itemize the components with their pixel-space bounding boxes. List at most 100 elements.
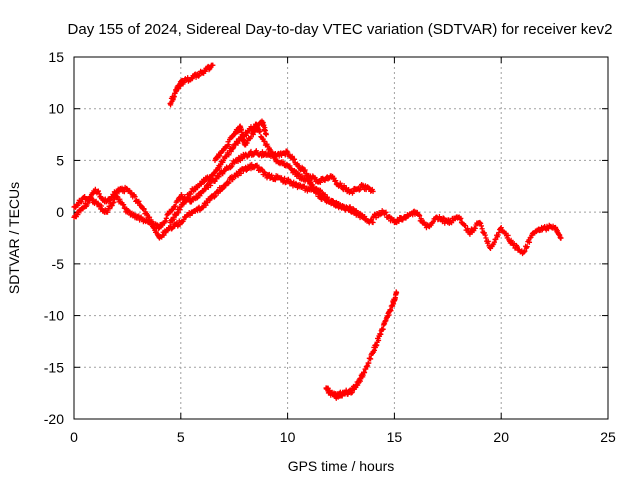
- data-point: [299, 173, 305, 179]
- data-point: [495, 232, 501, 238]
- x-tick-label: 20: [493, 429, 509, 445]
- data-point: [366, 360, 372, 366]
- data-point: [375, 337, 382, 344]
- data-point: [354, 209, 360, 215]
- data-point: [357, 186, 363, 193]
- data-point: [418, 216, 424, 222]
- data-point: [75, 211, 81, 218]
- data-point: [194, 195, 200, 201]
- series-track-b: [71, 148, 376, 232]
- plot-frame: [73, 56, 609, 420]
- data-point: [526, 239, 533, 245]
- data-point: [148, 220, 154, 226]
- data-point: [229, 163, 235, 169]
- y-tick-label: 0: [56, 204, 64, 220]
- x-tick-label: 0: [70, 429, 78, 445]
- x-tick-label: 25: [600, 429, 616, 445]
- data-point: [383, 209, 389, 215]
- data-point: [416, 213, 423, 219]
- data-point: [95, 188, 102, 194]
- data-point: [388, 308, 394, 314]
- data-point: [197, 193, 203, 199]
- data-point: [514, 244, 520, 250]
- data-point: [505, 232, 511, 239]
- data-point: [163, 215, 169, 221]
- data-point: [317, 179, 324, 185]
- data-point: [508, 237, 514, 243]
- data-point: [219, 186, 225, 192]
- data-point: [136, 198, 142, 204]
- data-point: [359, 212, 365, 218]
- y-tick-label: -10: [44, 308, 64, 324]
- data-point: [472, 225, 478, 231]
- data-point: [521, 249, 527, 255]
- data-point: [181, 201, 187, 207]
- data-point: [107, 205, 113, 212]
- data-point: [206, 67, 212, 73]
- data-point: [226, 142, 232, 148]
- data-point: [332, 178, 338, 185]
- data-point: [458, 215, 464, 222]
- data-point: [79, 199, 85, 205]
- data-point: [270, 151, 276, 157]
- data-point: [244, 140, 250, 146]
- data-point: [210, 62, 216, 68]
- y-tick-label: -15: [44, 359, 64, 375]
- data-point: [230, 146, 236, 152]
- x-tick-label: 15: [387, 429, 403, 445]
- data-point: [220, 171, 226, 177]
- data-point: [200, 189, 206, 195]
- data-point: [317, 187, 324, 193]
- data-point: [107, 197, 113, 203]
- data-point: [230, 145, 237, 151]
- data-point: [207, 182, 214, 189]
- data-point: [482, 232, 488, 238]
- data-point: [393, 290, 400, 296]
- data-point: [96, 191, 102, 197]
- y-tick-label: 15: [48, 49, 64, 65]
- data-point: [291, 156, 298, 162]
- data-point: [216, 174, 222, 180]
- data-point: [268, 172, 275, 178]
- data-point: [109, 202, 115, 209]
- series-track-f: [323, 289, 400, 401]
- data-point: [524, 244, 530, 250]
- data-point: [172, 203, 179, 209]
- x-axis-label: GPS time / hours: [288, 458, 395, 474]
- data-point: [310, 182, 316, 188]
- data-point: [259, 149, 266, 155]
- data-point: [185, 194, 192, 200]
- data-point: [257, 128, 263, 134]
- data-point: [263, 131, 269, 138]
- data-point: [177, 207, 183, 213]
- data-point: [250, 131, 256, 138]
- data-point: [178, 192, 185, 198]
- data-point: [289, 153, 295, 159]
- series-track-g: [370, 208, 564, 257]
- data-point: [483, 235, 489, 241]
- data-point: [558, 235, 564, 241]
- data-point: [522, 248, 528, 254]
- y-tick-label: 5: [56, 152, 64, 168]
- y-tick-label: 10: [48, 101, 64, 117]
- data-point: [284, 148, 290, 154]
- data-point: [110, 200, 116, 206]
- data-point: [104, 209, 111, 215]
- data-point: [111, 199, 117, 205]
- data-point: [285, 149, 291, 155]
- series-track-e: [167, 62, 216, 108]
- data-point: [132, 194, 138, 200]
- data-point: [457, 216, 463, 222]
- data-point: [462, 223, 468, 229]
- data-point: [333, 178, 339, 184]
- data-points: [71, 62, 564, 401]
- series-track-d: [212, 118, 269, 164]
- data-point: [479, 226, 485, 232]
- data-point: [337, 180, 343, 186]
- data-point: [262, 138, 268, 145]
- data-point: [243, 167, 250, 173]
- chart-title: Day 155 of 2024, Sidereal Day-to-day VTE…: [68, 21, 613, 38]
- data-point: [302, 167, 308, 173]
- data-point: [161, 232, 167, 238]
- series-track-a: [71, 161, 376, 241]
